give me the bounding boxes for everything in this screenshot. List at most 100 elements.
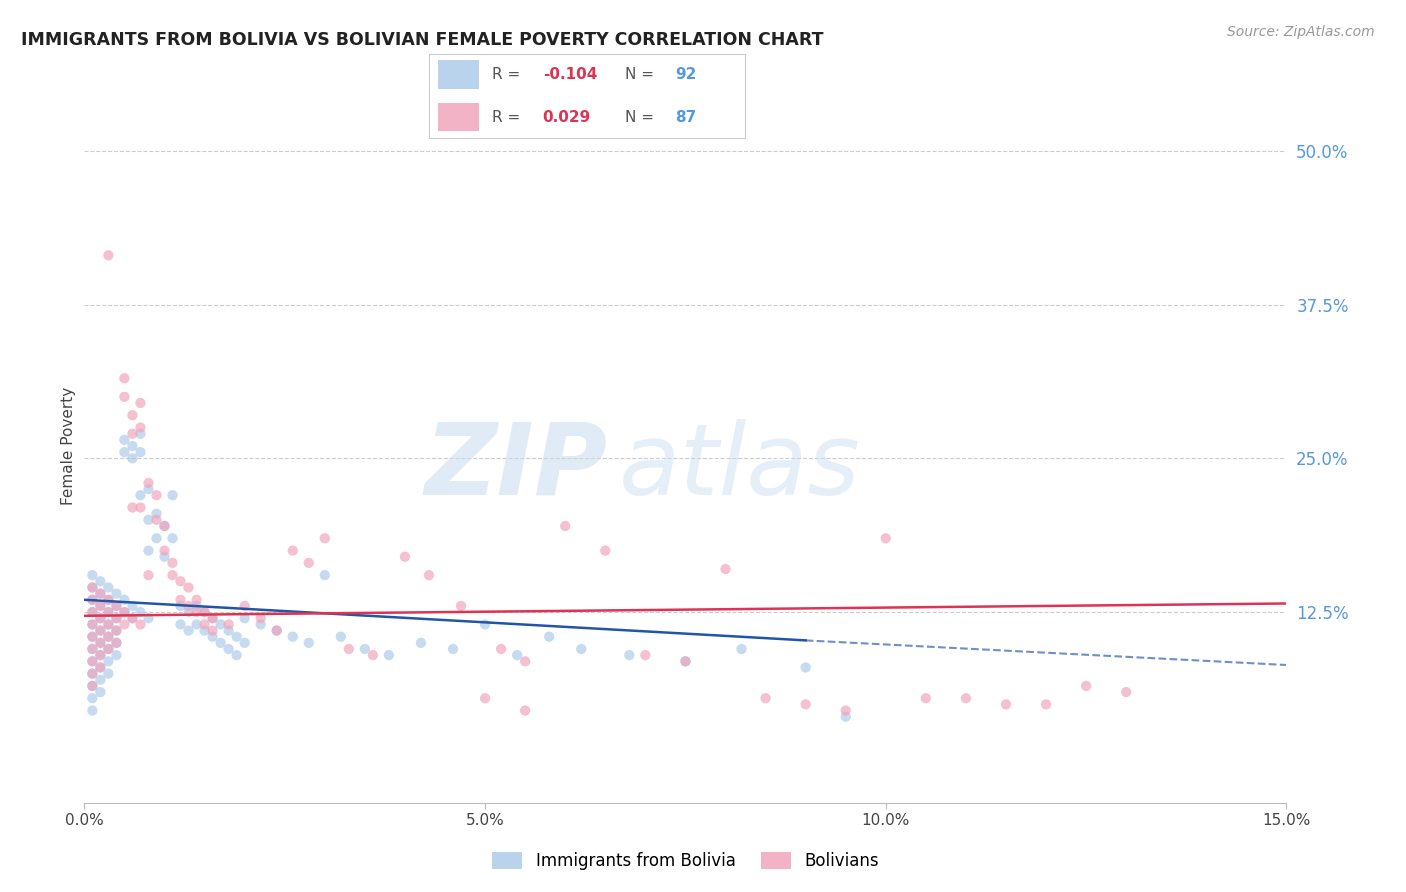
Text: Source: ZipAtlas.com: Source: ZipAtlas.com [1227, 25, 1375, 39]
Point [162, 488, 184, 502]
Point [121, 611, 143, 625]
Text: ZIP: ZIP [425, 419, 607, 516]
Point [177, 599, 200, 613]
Point [266, 624, 288, 638]
Point [595, 543, 617, 558]
Point [82, 679, 104, 693]
Point [225, 648, 247, 662]
Point [194, 624, 217, 638]
Point [177, 624, 200, 638]
Point [153, 549, 176, 564]
Point [169, 592, 191, 607]
Point [298, 636, 321, 650]
Point [105, 636, 128, 650]
Point [162, 531, 184, 545]
Point [378, 648, 401, 662]
Point [89, 636, 111, 650]
Point [474, 617, 496, 632]
Point [97, 666, 120, 681]
Text: -0.104: -0.104 [543, 67, 598, 82]
Point [794, 660, 817, 674]
Point [186, 605, 208, 619]
Point [298, 556, 321, 570]
Point [89, 636, 111, 650]
Text: N =: N = [626, 110, 659, 125]
Point [105, 648, 128, 662]
Point [314, 568, 336, 582]
Point [194, 605, 217, 619]
Point [82, 592, 104, 607]
Point [1115, 685, 1137, 699]
Point [249, 611, 271, 625]
Point [266, 624, 288, 638]
Point [329, 630, 352, 644]
Point [394, 549, 416, 564]
Point [177, 605, 200, 619]
Point [1035, 698, 1057, 712]
Point [89, 660, 111, 674]
Point [129, 605, 152, 619]
Point [82, 605, 104, 619]
Point [82, 654, 104, 668]
Point [138, 513, 160, 527]
Bar [439, 61, 479, 89]
Point [225, 630, 247, 644]
Point [361, 648, 384, 662]
Point [97, 605, 120, 619]
Point [97, 592, 120, 607]
Point [114, 605, 135, 619]
Point [121, 611, 143, 625]
Point [314, 531, 336, 545]
Point [201, 611, 224, 625]
Point [129, 617, 152, 632]
Point [955, 691, 977, 706]
Point [835, 704, 858, 718]
Point [249, 617, 271, 632]
Text: R =: R = [492, 67, 526, 82]
Point [1076, 679, 1098, 693]
Point [89, 611, 111, 625]
Point [97, 581, 120, 595]
Point [201, 624, 224, 638]
Point [162, 568, 184, 582]
Point [354, 642, 377, 657]
Point [515, 654, 537, 668]
Point [82, 568, 104, 582]
Point [82, 581, 104, 595]
Point [82, 691, 104, 706]
Point [129, 500, 152, 515]
Point [281, 543, 304, 558]
Point [82, 592, 104, 607]
Point [129, 445, 152, 459]
Point [82, 617, 104, 632]
Point [82, 630, 104, 644]
Point [82, 581, 104, 595]
Point [105, 599, 128, 613]
Point [105, 624, 128, 638]
Point [82, 642, 104, 657]
Point [97, 617, 120, 632]
Point [554, 519, 576, 533]
Point [489, 642, 512, 657]
Text: 92: 92 [676, 67, 697, 82]
Point [105, 636, 128, 650]
Point [114, 605, 135, 619]
Legend: Immigrants from Bolivia, Bolivians: Immigrants from Bolivia, Bolivians [485, 845, 886, 877]
Point [714, 562, 737, 576]
Point [194, 605, 217, 619]
Point [82, 642, 104, 657]
Point [875, 531, 897, 545]
Point [233, 611, 256, 625]
Point [89, 624, 111, 638]
Text: N =: N = [626, 67, 659, 82]
Point [569, 642, 592, 657]
Point [169, 599, 191, 613]
Point [89, 587, 111, 601]
Point [89, 624, 111, 638]
Point [162, 556, 184, 570]
Point [121, 426, 143, 441]
Point [97, 605, 120, 619]
Point [89, 648, 111, 662]
Point [82, 605, 104, 619]
Point [114, 592, 135, 607]
